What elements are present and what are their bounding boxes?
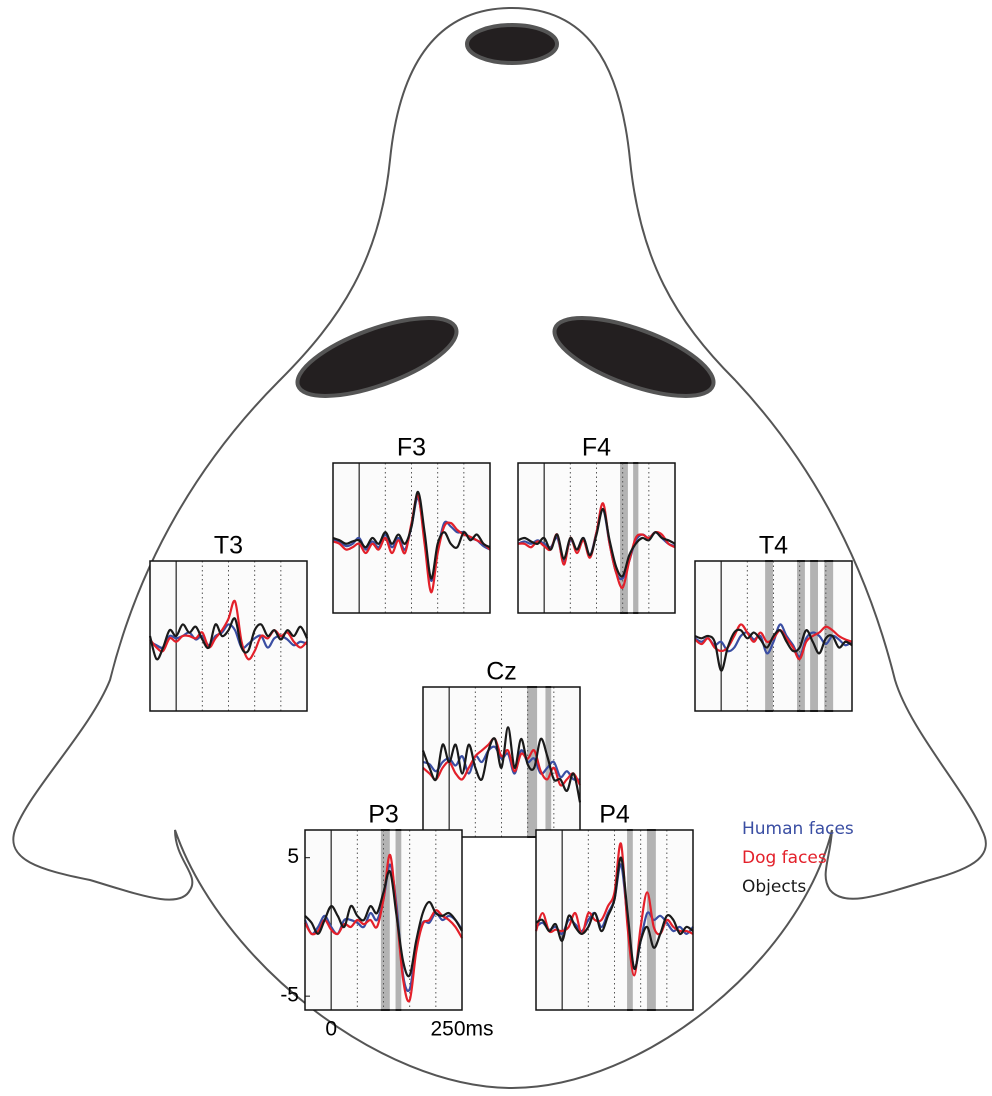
panel-frame bbox=[422, 686, 581, 838]
erp-panel: F4 bbox=[517, 434, 676, 614]
erp-line bbox=[694, 623, 853, 661]
panel-title: P3 bbox=[368, 801, 399, 829]
significance-band bbox=[797, 561, 805, 711]
significance-band bbox=[620, 463, 628, 613]
panel-title: P4 bbox=[599, 801, 630, 829]
significance-band bbox=[765, 561, 773, 711]
erp-line bbox=[304, 853, 463, 1003]
erp-line bbox=[694, 623, 853, 658]
panel-frame bbox=[694, 560, 853, 712]
panel-title: F4 bbox=[582, 434, 611, 462]
erp-panel: Cz bbox=[421, 658, 582, 838]
panel-frame bbox=[304, 829, 463, 1011]
erp-line bbox=[694, 628, 853, 672]
significance-band bbox=[527, 687, 538, 837]
x-tick-label: 0 bbox=[325, 1018, 337, 1041]
x-tick-label: 250ms bbox=[430, 1018, 493, 1041]
panel-frame bbox=[149, 560, 308, 712]
panel-title: Cz bbox=[486, 658, 517, 686]
significance-band bbox=[380, 830, 390, 1010]
nose bbox=[465, 23, 559, 65]
panel-title: T4 bbox=[759, 532, 788, 560]
left-eye bbox=[295, 316, 459, 398]
erp-panel: P3 5 -5 0 250ms bbox=[280, 801, 493, 1041]
erp-line bbox=[148, 617, 308, 661]
erp-line bbox=[422, 745, 581, 781]
erp-line bbox=[517, 508, 676, 578]
erp-line bbox=[304, 869, 463, 978]
head-outline bbox=[12, 6, 987, 1090]
panel-title: T3 bbox=[214, 532, 243, 560]
y-tick-label: 5 bbox=[287, 845, 299, 868]
erp-line bbox=[149, 599, 308, 661]
panel-title: F3 bbox=[397, 434, 426, 462]
erp-panel: F3 bbox=[332, 434, 491, 614]
erp-line bbox=[332, 490, 491, 580]
significance-band bbox=[627, 830, 633, 1010]
panel-frame bbox=[517, 462, 676, 614]
y-tick-label: -5 bbox=[280, 984, 299, 1007]
erp-line bbox=[421, 726, 582, 803]
panel-frame bbox=[535, 829, 694, 1011]
erp-panel: T4 bbox=[694, 532, 853, 712]
erp-panel: T3 bbox=[148, 532, 308, 712]
right-eye bbox=[552, 316, 716, 398]
legend-label: Human faces bbox=[742, 819, 854, 839]
panel-frame bbox=[332, 462, 491, 614]
legend-label: Objects bbox=[742, 877, 806, 897]
erp-line bbox=[535, 856, 694, 970]
erp-panel: P4 bbox=[534, 801, 694, 1011]
legend-label: Dog faces bbox=[742, 848, 827, 868]
